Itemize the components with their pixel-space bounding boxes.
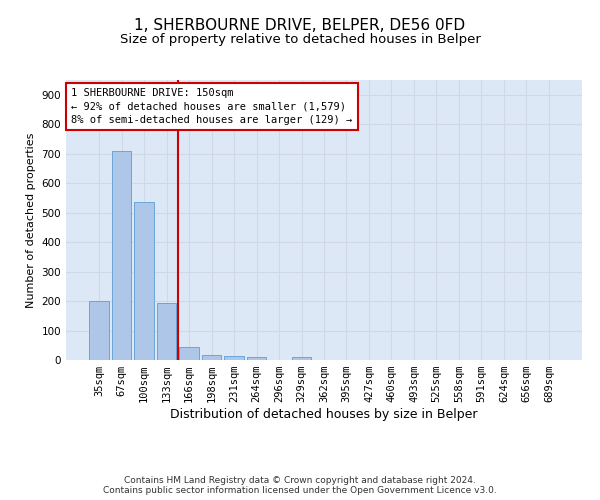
Text: 1, SHERBOURNE DRIVE, BELPER, DE56 0FD: 1, SHERBOURNE DRIVE, BELPER, DE56 0FD <box>134 18 466 32</box>
Bar <box>202 354 221 360</box>
Y-axis label: Number of detached properties: Number of detached properties <box>26 132 36 308</box>
Bar <box>157 303 176 360</box>
Bar <box>292 358 311 360</box>
Bar <box>89 301 109 360</box>
X-axis label: Distribution of detached houses by size in Belper: Distribution of detached houses by size … <box>170 408 478 421</box>
Bar <box>112 150 131 360</box>
Text: Size of property relative to detached houses in Belper: Size of property relative to detached ho… <box>119 32 481 46</box>
Bar <box>224 356 244 360</box>
Bar <box>247 358 266 360</box>
Bar <box>134 202 154 360</box>
Text: Contains HM Land Registry data © Crown copyright and database right 2024.
Contai: Contains HM Land Registry data © Crown c… <box>103 476 497 495</box>
Bar <box>179 348 199 360</box>
Text: 1 SHERBOURNE DRIVE: 150sqm
← 92% of detached houses are smaller (1,579)
8% of se: 1 SHERBOURNE DRIVE: 150sqm ← 92% of deta… <box>71 88 352 125</box>
